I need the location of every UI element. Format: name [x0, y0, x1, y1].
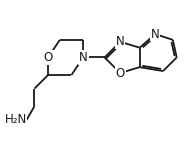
- Text: N: N: [116, 35, 125, 48]
- Text: N: N: [79, 51, 88, 64]
- Text: O: O: [116, 66, 125, 80]
- Text: H₂N: H₂N: [4, 113, 27, 126]
- Text: N: N: [151, 28, 160, 41]
- Text: O: O: [43, 51, 53, 64]
